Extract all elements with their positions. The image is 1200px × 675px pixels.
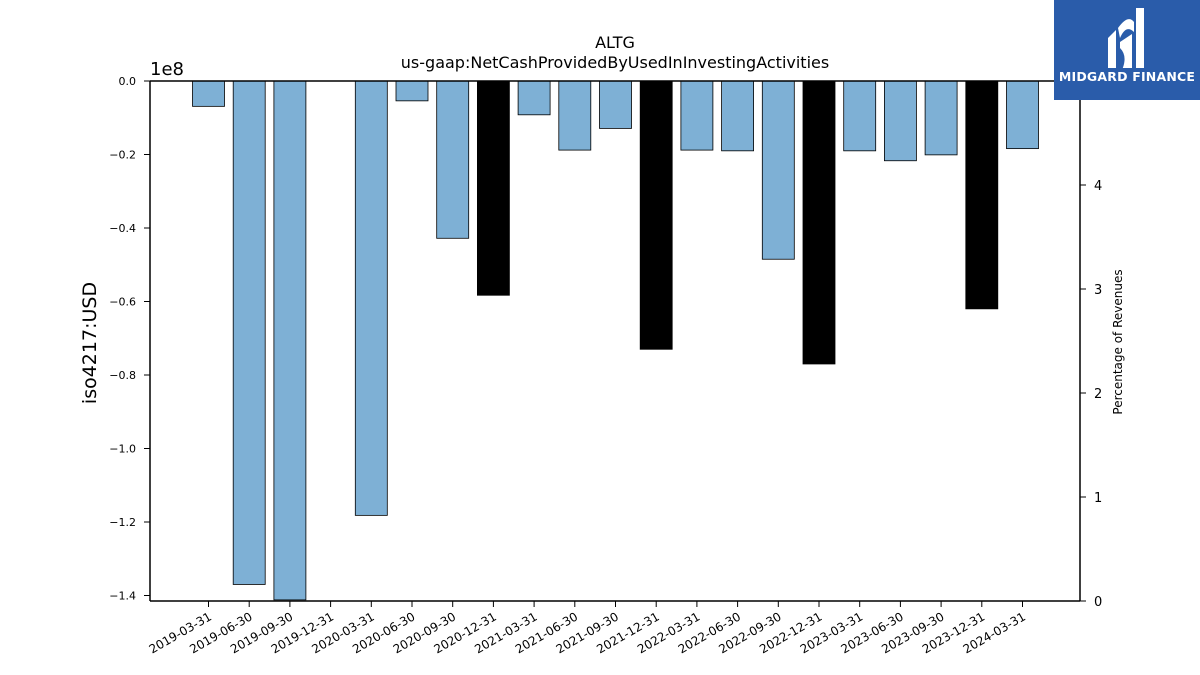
y-axis-label: iso4217:USD xyxy=(79,282,101,404)
y-tick-label: −1.4 xyxy=(109,589,136,602)
bar-2020-03-31 xyxy=(354,80,388,516)
y2-tick-label: 1 xyxy=(1094,491,1102,506)
bar-2022-09-30 xyxy=(761,80,795,260)
bars-group xyxy=(192,80,1039,601)
bar-2021-06-30 xyxy=(558,80,592,151)
bar-2022-06-30 xyxy=(721,80,754,152)
bar-2023-09-30 xyxy=(924,80,958,156)
y-tick-label: −1.0 xyxy=(109,442,136,455)
y2-tick-label: 4 xyxy=(1094,179,1102,194)
bar-2019-03-31 xyxy=(192,80,225,107)
logo-text: MIDGARD FINANCE xyxy=(1058,69,1196,84)
bar-2023-03-31 xyxy=(843,80,877,152)
bar-2023-12-31 xyxy=(965,80,999,310)
midgard-finance-logo: MIDGARD FINANCE xyxy=(1054,0,1200,100)
logo-mark-icon xyxy=(1108,8,1144,68)
bar-2019-06-30 xyxy=(232,80,266,585)
y2-tick-label: 0 xyxy=(1094,595,1102,610)
bar-2021-09-30 xyxy=(599,80,632,129)
bar-2019-09-30 xyxy=(273,80,307,601)
y2-tick-label: 3 xyxy=(1094,283,1102,298)
y-tick-label: −0.8 xyxy=(109,369,136,382)
y-offset-label: 1e8 xyxy=(150,59,184,80)
y-tick-label: −0.4 xyxy=(109,222,136,235)
y-tick-label: 0.0 xyxy=(119,75,137,88)
bar-2020-09-30 xyxy=(436,80,470,239)
bar-2024-03-31 xyxy=(1006,80,1039,150)
bar-2022-03-31 xyxy=(680,80,714,151)
chart-title: ALTG xyxy=(595,33,635,52)
y-tick-label: −0.6 xyxy=(109,295,136,308)
y-tick-label: −1.2 xyxy=(109,516,136,529)
bar-2020-12-31 xyxy=(476,80,510,296)
y2-tick-label: 2 xyxy=(1094,387,1102,402)
bar-2020-06-30 xyxy=(395,80,429,102)
y-tick-label: −0.2 xyxy=(109,148,136,161)
y2-axis-label: Percentage of Revenues xyxy=(1111,269,1125,414)
bar-2023-06-30 xyxy=(884,80,917,162)
bar-2021-03-31 xyxy=(517,80,551,116)
chart-subtitle: us-gaap:NetCashProvidedByUsedInInvesting… xyxy=(401,53,829,72)
bar-2022-12-31 xyxy=(802,80,836,365)
bar-2021-12-31 xyxy=(639,80,673,350)
